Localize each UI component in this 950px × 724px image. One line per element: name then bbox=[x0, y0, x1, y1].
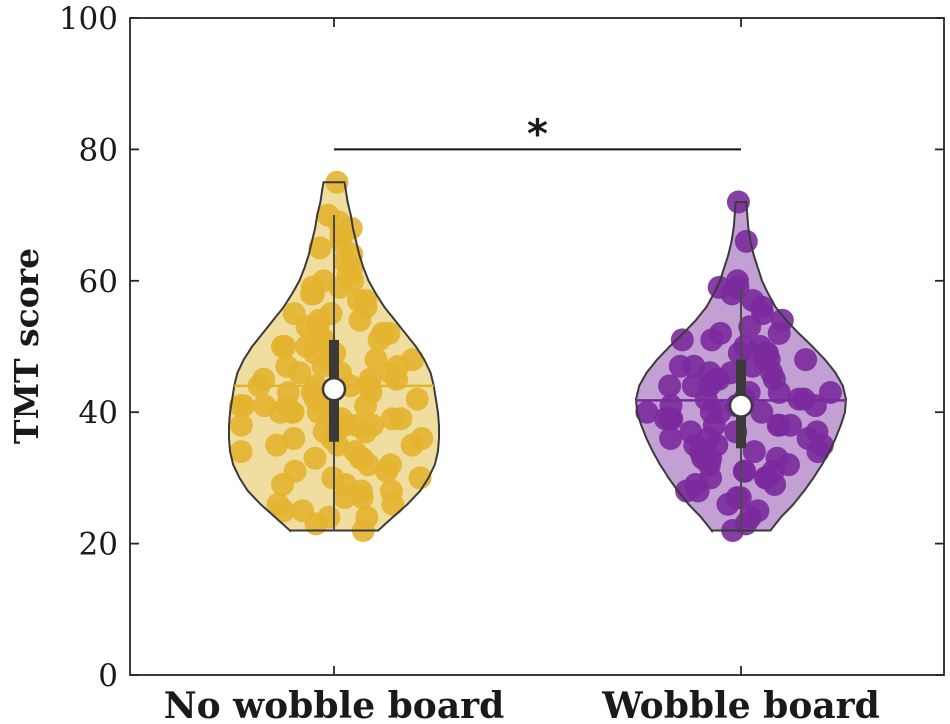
data-point bbox=[720, 282, 744, 306]
data-point bbox=[389, 407, 413, 431]
data-point bbox=[686, 479, 710, 503]
data-point bbox=[311, 354, 335, 378]
data-point bbox=[271, 335, 294, 358]
data-point bbox=[818, 381, 842, 404]
data-point bbox=[734, 229, 758, 253]
y-tick-label: 40 bbox=[79, 395, 118, 431]
median-marker-wobble-board bbox=[728, 393, 754, 418]
y-axis-title: TMT score bbox=[7, 248, 46, 444]
data-point bbox=[767, 321, 791, 345]
y-tick-label: 60 bbox=[79, 264, 118, 300]
data-point bbox=[670, 328, 694, 352]
data-point bbox=[354, 420, 378, 444]
x-axis-ticks: No wobble board Wobble board bbox=[164, 18, 880, 724]
data-point bbox=[385, 367, 409, 391]
y-tick-label: 20 bbox=[79, 527, 118, 563]
data-point bbox=[308, 236, 332, 260]
data-point bbox=[348, 308, 372, 332]
data-point bbox=[288, 361, 312, 385]
data-point bbox=[803, 394, 827, 418]
data-point bbox=[356, 453, 380, 477]
data-point bbox=[763, 473, 787, 496]
data-point bbox=[733, 459, 757, 483]
data-point bbox=[400, 433, 424, 457]
median-marker-no-wobble-board bbox=[321, 376, 347, 402]
data-point bbox=[806, 440, 830, 464]
data-point bbox=[333, 486, 357, 510]
y-tick-label: 100 bbox=[59, 1, 118, 37]
data-point bbox=[741, 354, 764, 378]
data-point bbox=[350, 486, 374, 510]
violin-outline-wobble-board bbox=[634, 201, 848, 534]
data-point bbox=[304, 512, 328, 536]
violin-outline-no-wobble-board bbox=[228, 181, 440, 533]
data-point bbox=[272, 499, 296, 523]
x-category-label: No wobble board bbox=[164, 685, 505, 724]
data-point bbox=[658, 374, 682, 398]
violin-wobble-board bbox=[634, 190, 848, 542]
data-point bbox=[405, 387, 429, 411]
violin-no-wobble-board bbox=[228, 170, 440, 542]
data-point bbox=[659, 427, 683, 450]
data-point bbox=[635, 400, 659, 424]
data-point bbox=[364, 348, 388, 372]
data-point bbox=[716, 492, 740, 516]
data-point bbox=[766, 413, 790, 437]
data-point bbox=[265, 433, 289, 457]
data-point bbox=[658, 407, 682, 431]
data-point bbox=[767, 381, 791, 404]
data-point bbox=[229, 440, 253, 464]
data-point bbox=[738, 315, 762, 339]
data-point bbox=[750, 400, 774, 424]
data-point bbox=[271, 473, 294, 496]
data-point bbox=[375, 459, 399, 483]
y-tick-label: 80 bbox=[79, 132, 118, 168]
data-point bbox=[367, 328, 391, 352]
data-point bbox=[303, 446, 327, 470]
significance-label: * bbox=[527, 111, 548, 157]
data-point bbox=[381, 492, 405, 516]
y-tick-label: 0 bbox=[98, 658, 118, 694]
data-point bbox=[354, 394, 378, 418]
data-point bbox=[794, 348, 818, 372]
data-point bbox=[742, 440, 766, 464]
y-axis-ticks: 0 20 40 60 80 100 bbox=[59, 1, 944, 694]
axes-frame bbox=[129, 17, 945, 676]
x-category-label: Wobble board bbox=[601, 685, 880, 724]
data-point bbox=[300, 282, 323, 306]
data-point bbox=[328, 275, 352, 299]
plot-area: * bbox=[129, 17, 945, 676]
data-point bbox=[268, 400, 292, 424]
data-point bbox=[700, 328, 724, 352]
data-point bbox=[228, 394, 252, 418]
data-point bbox=[229, 413, 253, 437]
